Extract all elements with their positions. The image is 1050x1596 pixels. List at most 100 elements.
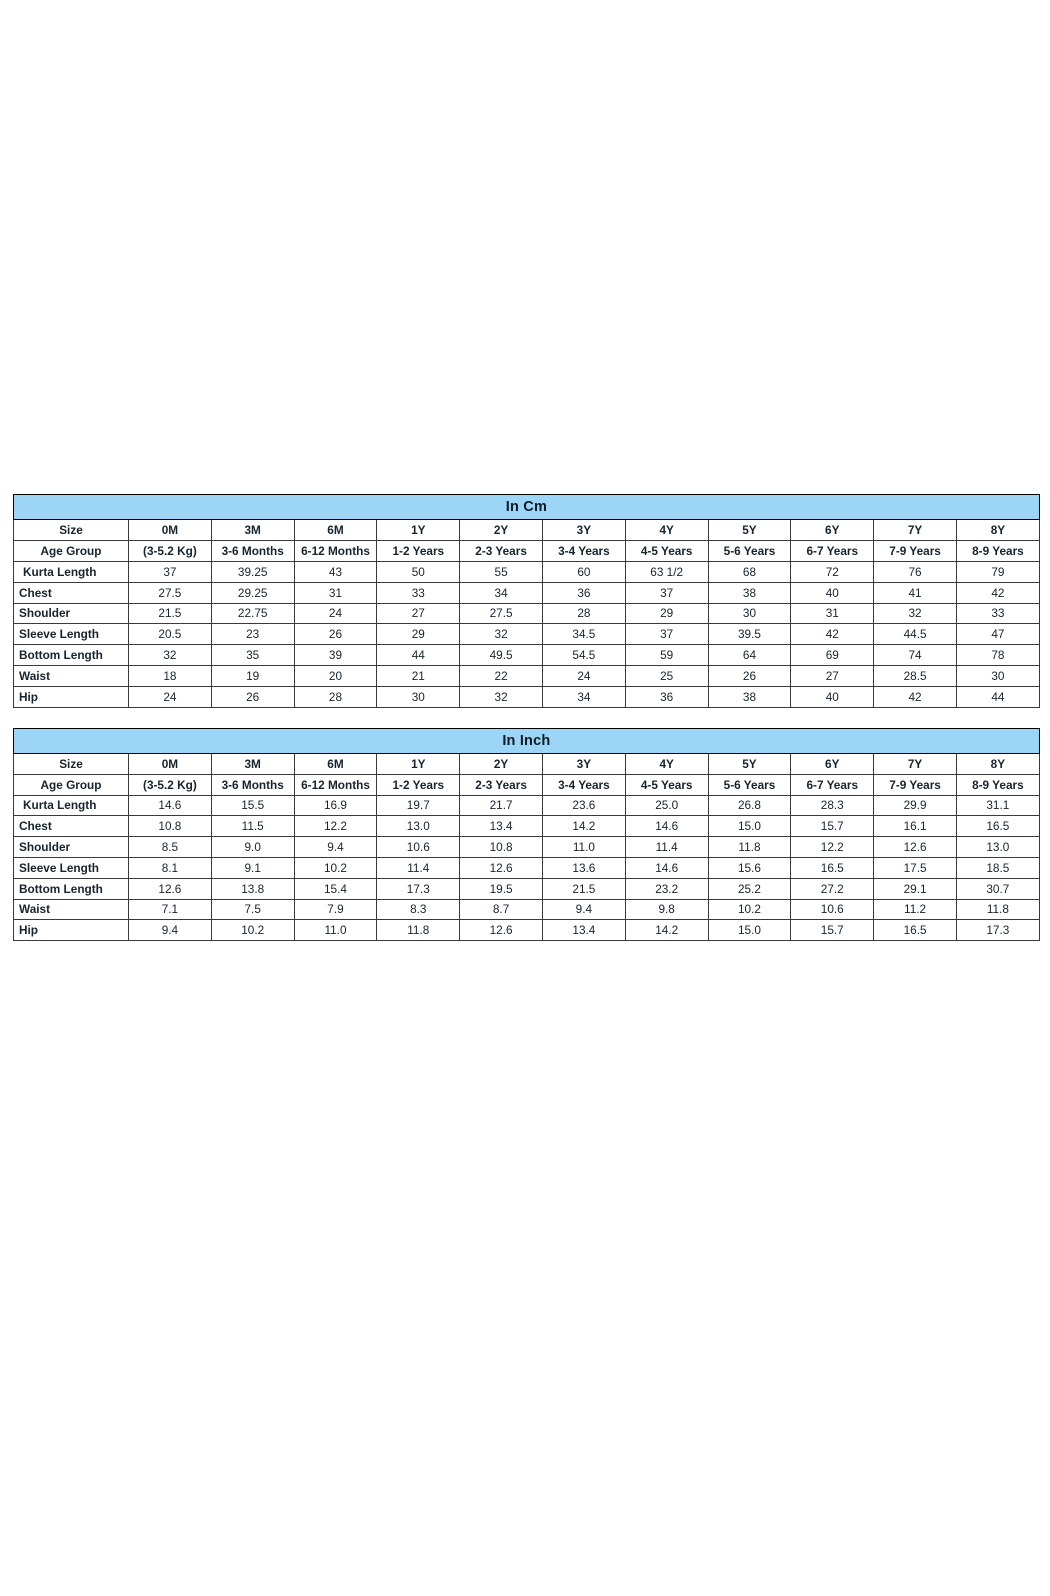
measurement-cell: 40	[790, 685, 875, 708]
measurement-cell: 11.8	[376, 919, 461, 942]
column-header-cell: 0M	[128, 519, 212, 541]
table-spacer	[13, 708, 1037, 728]
measurement-label: Hip	[13, 685, 129, 708]
measurement-cell: 50	[376, 561, 461, 583]
column-header-cell: 1Y	[376, 519, 461, 541]
header-row-label: Size	[13, 752, 129, 775]
column-header-cell: 8-9 Years	[955, 773, 1040, 796]
measurement-cell: 9.4	[293, 836, 378, 858]
measurement-cell: 17.3	[376, 877, 461, 900]
measurement-cell: 49.5	[459, 644, 543, 666]
table-header-row: Size 0M 3M 6M 1Y 2Y 3Y 4Y 5Y 6Y 7Y 8Y	[13, 519, 1040, 541]
table-row: Chest 27.5 29.25 31 33 34 36 37 38 40 41 42	[13, 581, 1040, 604]
measurement-cell: 13.4	[459, 815, 543, 838]
table-row: Shoulder 21.5 22.75 24 27 27.5 28 29 30 31 32 33	[13, 602, 1040, 625]
column-header-cell: 5-6 Years	[707, 540, 792, 562]
column-header-cell: (3-5.2 Kg)	[128, 773, 212, 796]
measurement-cell: 8.5	[128, 836, 212, 858]
table-header-row: Age Group (3-5.2 Kg) 3-6 Months 6-12 Months…	[13, 540, 1040, 562]
measurement-cell: 44	[955, 685, 1040, 708]
measurement-cell: 22.75	[210, 602, 295, 625]
column-header-cell: 4Y	[624, 519, 709, 541]
measurement-cell: 12.6	[128, 877, 212, 900]
measurement-cell: 26.8	[707, 794, 792, 817]
header-row-label: Age Group	[13, 540, 129, 562]
column-header-cell: 1-2 Years	[376, 773, 461, 796]
measurement-cell: 13.8	[210, 877, 295, 900]
column-header-cell: 1Y	[376, 752, 461, 775]
measurement-label: Sleeve Length	[13, 856, 129, 879]
measurement-cell: 14.2	[624, 919, 709, 942]
table-row: Kurta Length 14.6 15.5 16.9 19.7 21.7 23.6 25.0…	[13, 794, 1040, 817]
measurement-cell: 21.5	[128, 602, 212, 625]
measurement-cell: 14.6	[624, 815, 709, 838]
measurement-cell: 15.0	[707, 919, 792, 942]
measurement-cell: 76	[873, 561, 957, 583]
table-row: Sleeve Length 8.1 9.1 10.2 11.4 12.6 13.6 14.6 1…	[13, 856, 1040, 879]
table-title: In Inch	[13, 727, 1040, 754]
measurement-cell: 30	[955, 664, 1040, 687]
measurement-cell: 38	[707, 581, 792, 604]
measurement-cell: 15.5	[210, 794, 295, 817]
measurement-cell: 9.4	[541, 898, 626, 921]
column-header-cell: 3M	[210, 519, 295, 541]
measurement-cell: 38	[707, 685, 792, 708]
measurement-cell: 7.9	[293, 898, 378, 921]
measurement-cell: 11.2	[873, 898, 957, 921]
measurement-cell: 40	[790, 581, 875, 604]
measurement-cell: 10.2	[707, 898, 792, 921]
column-header-cell: 1-2 Years	[376, 540, 461, 562]
measurement-cell: 18.5	[955, 856, 1040, 879]
column-header-cell: 6M	[293, 519, 378, 541]
measurement-cell: 15.7	[790, 815, 875, 838]
measurement-cell: 12.6	[873, 836, 957, 858]
measurement-cell: 15.6	[707, 856, 792, 879]
header-row-label: Age Group	[13, 773, 129, 796]
measurement-cell: 31.1	[955, 794, 1040, 817]
column-header-cell: 3-6 Months	[210, 540, 295, 562]
column-header-cell: 7Y	[873, 752, 957, 775]
measurement-cell: 63 1/2	[624, 561, 709, 583]
column-header-cell: 4Y	[624, 752, 709, 775]
measurement-cell: 17.3	[955, 919, 1040, 942]
measurement-cell: 12.6	[459, 856, 543, 879]
measurement-cell: 27.5	[459, 602, 543, 625]
measurement-cell: 68	[707, 561, 792, 583]
measurement-cell: 29	[376, 623, 461, 646]
measurement-cell: 27	[376, 602, 461, 625]
measurement-cell: 12.2	[293, 815, 378, 838]
measurement-cell: 19.7	[376, 794, 461, 817]
measurement-cell: 43	[293, 561, 378, 583]
column-header-cell: 6Y	[790, 519, 875, 541]
measurement-cell: 31	[293, 581, 378, 604]
measurement-cell: 13.6	[541, 856, 626, 879]
column-header-cell: 7-9 Years	[873, 773, 957, 796]
measurement-cell: 42	[790, 623, 875, 646]
column-header-cell: 3-6 Months	[210, 773, 295, 796]
measurement-cell: 9.8	[624, 898, 709, 921]
measurement-label: Chest	[13, 581, 129, 604]
measurement-cell: 19.5	[459, 877, 543, 900]
measurement-cell: 13.0	[376, 815, 461, 838]
measurement-cell: 30.7	[955, 877, 1040, 900]
column-header-cell: 5-6 Years	[707, 773, 792, 796]
measurement-cell: 27	[790, 664, 875, 687]
measurement-cell: 47	[955, 623, 1040, 646]
table-row: Bottom Length 12.6 13.8 15.4 17.3 19.5 21.5 23.…	[13, 877, 1040, 900]
measurement-cell: 14.6	[624, 856, 709, 879]
column-header-cell: 3Y	[541, 519, 626, 541]
measurement-cell: 32	[128, 644, 212, 666]
column-header-cell: 6-12 Months	[293, 540, 378, 562]
table-row: Waist 18 19 20 21 22 24 25 26 27 28.5 30	[13, 664, 1040, 687]
column-header-cell: 3-4 Years	[541, 540, 626, 562]
measurement-cell: 17.5	[873, 856, 957, 879]
measurement-cell: 33	[376, 581, 461, 604]
table-title-row: In Cm	[13, 494, 1040, 520]
column-header-cell: 5Y	[707, 519, 792, 541]
measurement-cell: 11.8	[707, 836, 792, 858]
table-title: In Cm	[13, 494, 1040, 520]
column-header-cell: 6-12 Months	[293, 773, 378, 796]
column-header-cell: 6Y	[790, 752, 875, 775]
measurement-cell: 18	[128, 664, 212, 687]
column-header-cell: 7-9 Years	[873, 540, 957, 562]
